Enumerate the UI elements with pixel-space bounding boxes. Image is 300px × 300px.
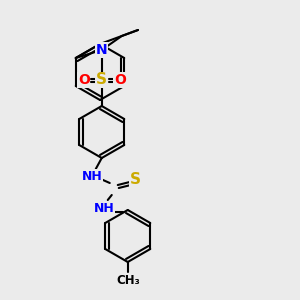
Text: O: O <box>78 73 90 87</box>
Text: O: O <box>114 73 126 87</box>
Text: CH₃: CH₃ <box>116 274 140 286</box>
Text: S: S <box>130 172 141 188</box>
Text: NH: NH <box>93 202 114 214</box>
Text: N: N <box>96 43 108 57</box>
Text: NH: NH <box>81 169 102 182</box>
Text: S: S <box>96 73 107 88</box>
